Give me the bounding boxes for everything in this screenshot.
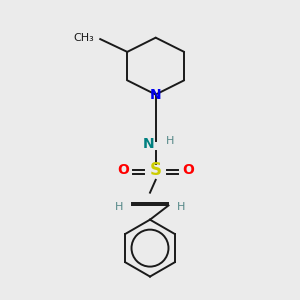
Text: H: H — [166, 136, 174, 146]
Text: O: O — [117, 163, 129, 177]
Text: H: H — [177, 202, 185, 212]
Text: S: S — [150, 161, 162, 179]
Text: O: O — [182, 163, 194, 177]
Text: N: N — [150, 88, 161, 101]
Text: CH₃: CH₃ — [74, 33, 94, 43]
Text: N: N — [143, 137, 154, 151]
Text: H: H — [115, 202, 123, 212]
